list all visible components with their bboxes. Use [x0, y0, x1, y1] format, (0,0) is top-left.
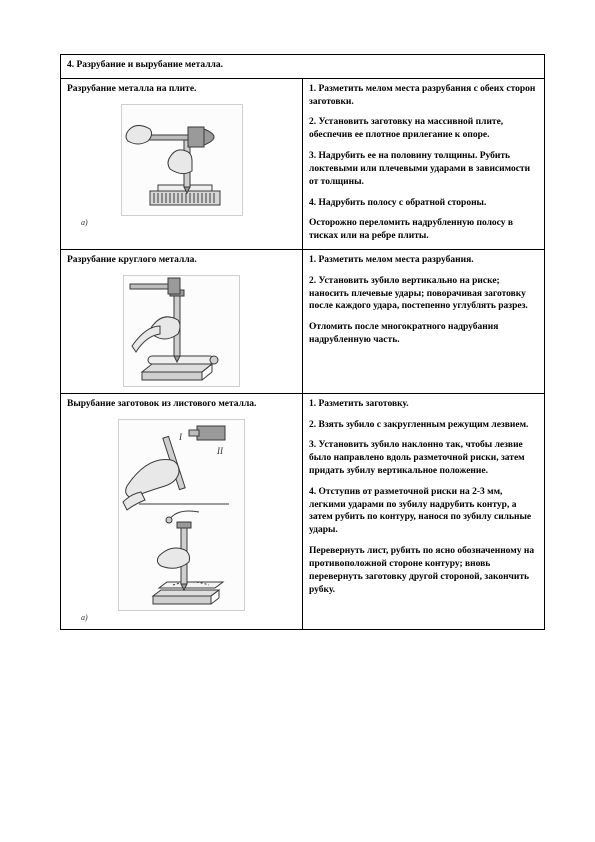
- table-row: Разрубание металла на плите.: [61, 78, 545, 249]
- instruction-paragraph: 4. Отступив от разметочной риски на 2-3 …: [309, 486, 538, 537]
- instruction-paragraph: 2. Взять зубило с закругленным режущим л…: [309, 419, 538, 432]
- illustration-caption: а): [67, 613, 296, 624]
- instruction-paragraph: 1. Разметить мелом места разрубания.: [309, 254, 538, 267]
- row-title: Вырубание заготовок из листового металла…: [67, 398, 296, 411]
- section-header-text: 4. Разрубание и вырубание металла.: [67, 60, 223, 70]
- instruction-paragraph: 4. Надрубить полосу с обратной стороны.: [309, 197, 538, 210]
- right-cell: 1. Разметить заготовку. 2. Взять зубило …: [303, 393, 545, 630]
- sheet-cutting-icon: II I: [119, 420, 244, 610]
- instruction-paragraph: Осторожно переломить надрубленную полосу…: [309, 217, 538, 243]
- illustration-caption: а): [67, 218, 296, 229]
- table-row: Разрубание круглого металла.: [61, 249, 545, 393]
- section-header-cell: 4. Разрубание и вырубание металла.: [61, 55, 545, 79]
- instruction-paragraph: 2. Установить заготовку на массивной пли…: [309, 116, 538, 142]
- section-header-row: 4. Разрубание и вырубание металла.: [61, 55, 545, 79]
- document-page: 4. Разрубание и вырубание металла. Разру…: [0, 0, 595, 842]
- illustration-chisel-on-plate: [121, 104, 243, 216]
- instruction-paragraph: 2. Установить зубило вертикально на риск…: [309, 275, 538, 313]
- round-metal-icon: [124, 276, 239, 386]
- row-title: Разрубание круглого металла.: [67, 254, 296, 267]
- instruction-paragraph: Отломить после многократного надрубания …: [309, 321, 538, 347]
- instruction-paragraph: 1. Разметить заготовку.: [309, 398, 538, 411]
- illustration-sheet-cutting: II I: [118, 419, 245, 611]
- instruction-paragraph: 3. Установить зубило наклонно так, чтобы…: [309, 439, 538, 477]
- chisel-plate-icon: [122, 105, 242, 215]
- instruction-paragraph: 3. Надрубить ее на половину толщины. Руб…: [309, 150, 538, 188]
- instruction-paragraph: Перевернуть лист, рубить по ясно обознач…: [309, 545, 538, 596]
- left-cell: Разрубание металла на плите.: [61, 78, 303, 249]
- svg-text:I: I: [178, 432, 183, 442]
- right-cell: 1. Разметить мелом места разрубания. 2. …: [303, 249, 545, 393]
- row-title: Разрубание металла на плите.: [67, 83, 296, 96]
- instruction-paragraph: 1. Разметить мелом места разрубания с об…: [309, 83, 538, 109]
- table-row: Вырубание заготовок из листового металла…: [61, 393, 545, 630]
- svg-text:II: II: [216, 446, 224, 456]
- main-table: 4. Разрубание и вырубание металла. Разру…: [60, 54, 545, 630]
- left-cell: Вырубание заготовок из листового металла…: [61, 393, 303, 630]
- left-cell: Разрубание круглого металла.: [61, 249, 303, 393]
- right-cell: 1. Разметить мелом места разрубания с об…: [303, 78, 545, 249]
- illustration-round-metal: [123, 275, 240, 387]
